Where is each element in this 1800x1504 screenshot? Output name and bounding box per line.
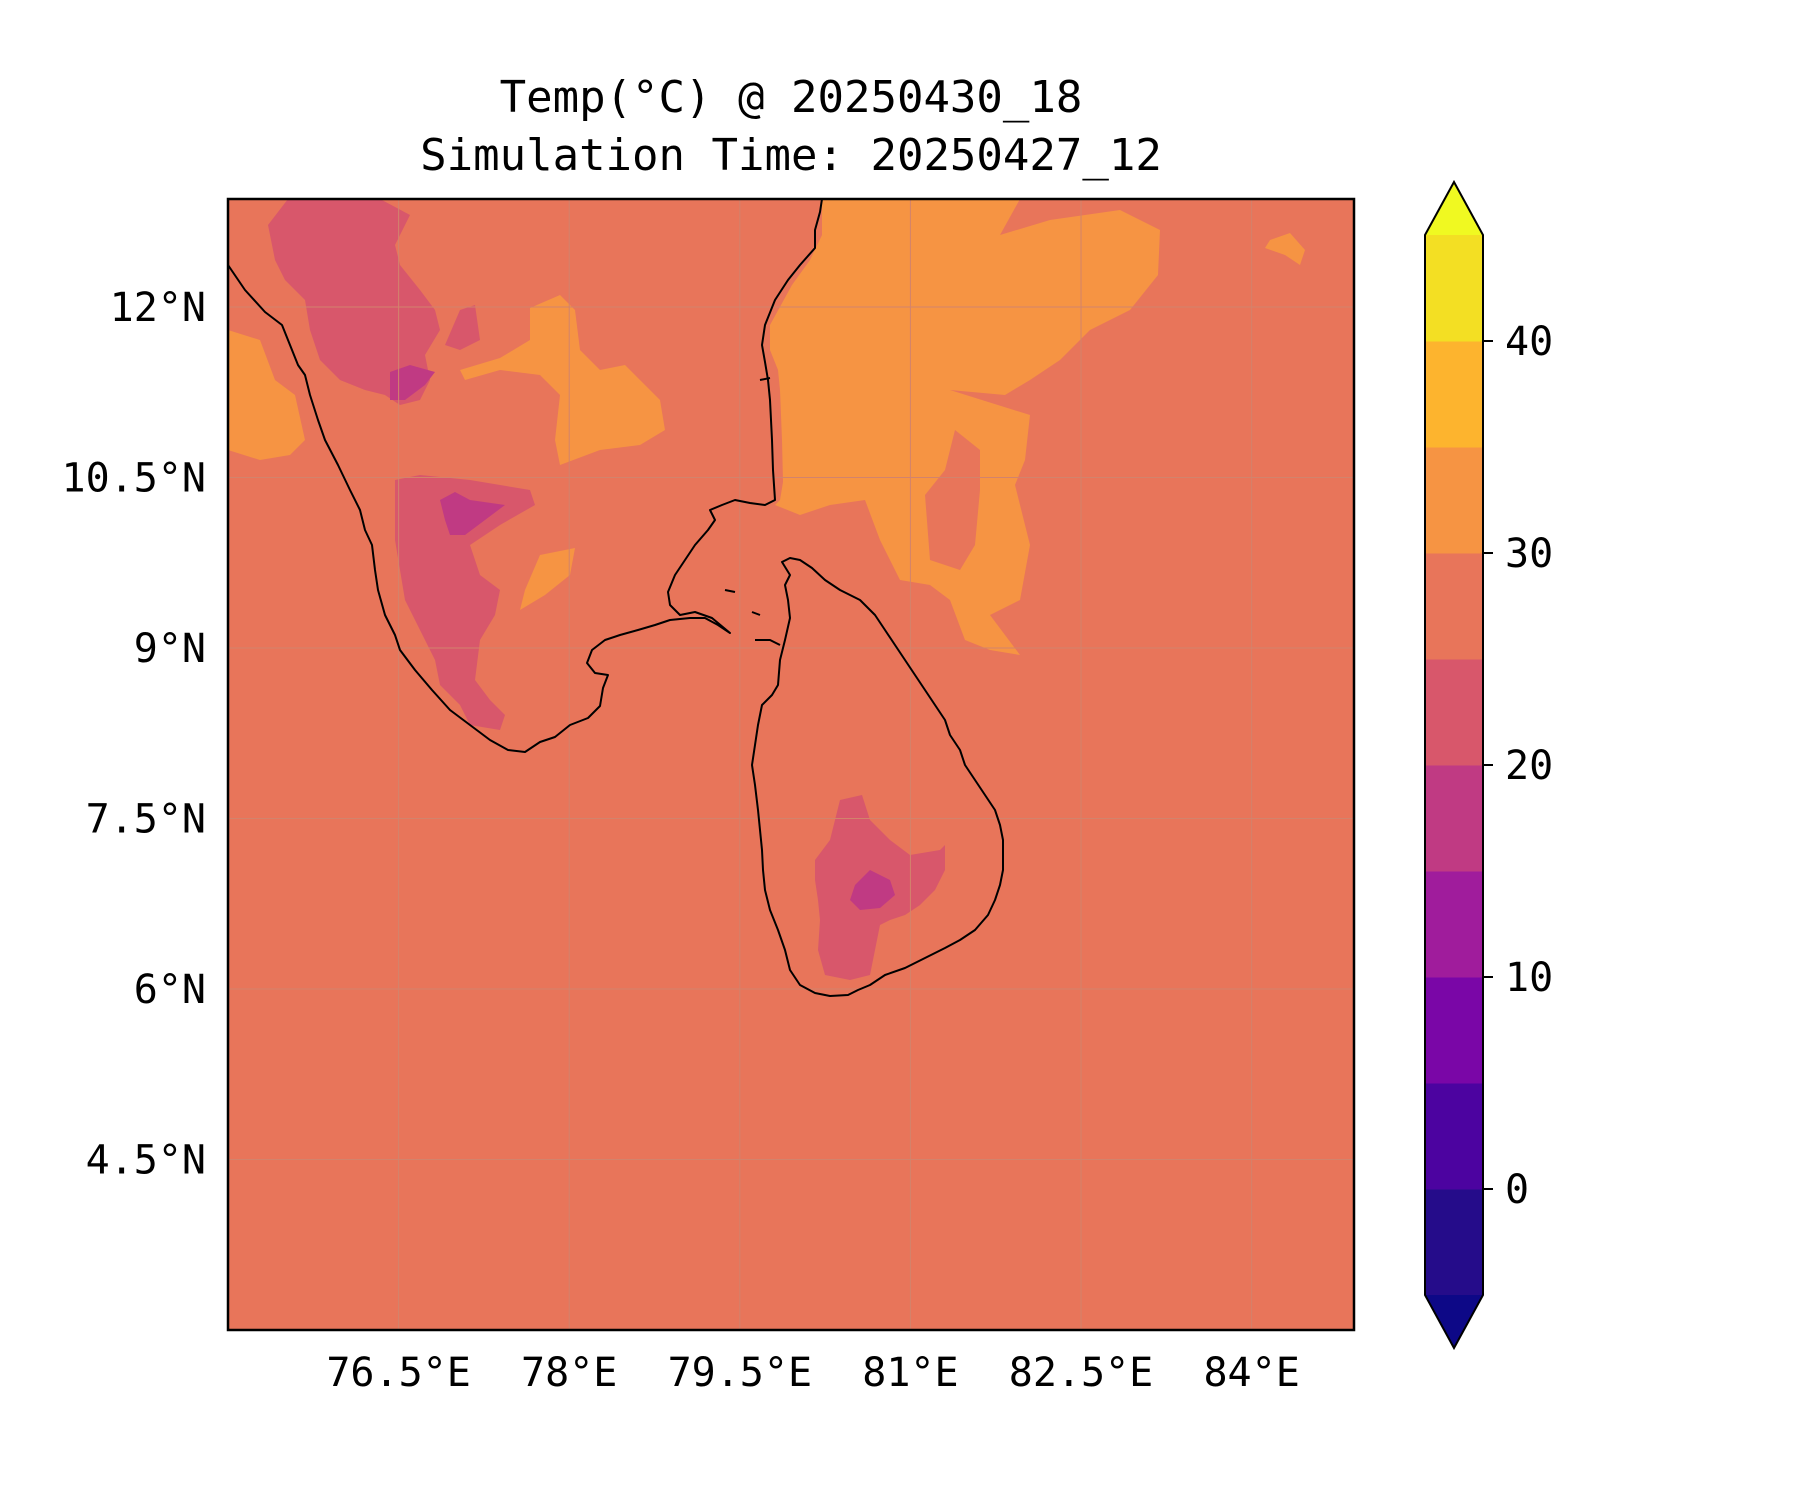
gridlines [228,199,1354,1330]
colorbar-segment [1425,977,1483,1084]
title-line-1: Temp(°C) @ 20250430_18 [500,72,1083,123]
y-tick-label: 12°N [110,285,206,331]
colorbar-tick-label: 40 [1505,319,1553,365]
colorbar-tick-label: 20 [1505,743,1553,789]
contour-region-30-35-south [520,548,575,610]
contour-region-20-25-western-ghats [395,475,535,730]
contour-region-15-20-lanka [850,870,895,910]
contour-region-15-20-ghats [440,492,505,535]
contour-region-15-20-nilgiri [390,365,435,400]
colorbar-under-arrow [1425,1295,1483,1348]
x-axis-ticks: 76.5°E 78°E 79.5°E 81°E 82.5°E 84°E [326,1350,1299,1396]
contour-fills [228,199,1305,980]
coastline-sri-lanka [751,557,1004,997]
contour-region-30-35-west [228,330,305,460]
colorbar-over-arrow [1425,182,1483,235]
x-tick-label: 84°E [1203,1350,1299,1396]
colorbar-outline [1424,179,1484,1351]
colorbar-tick-label: 30 [1505,531,1553,577]
coastlines [228,199,1004,997]
title-line-2: Simulation Time: 20250427_12 [420,130,1162,181]
contour-region-30-35-east [770,199,1160,655]
x-tick-label: 81°E [862,1350,958,1396]
colorbar-segment [1425,235,1483,342]
y-tick-label: 4.5°N [86,1137,206,1183]
colorbar: 0 10 20 30 40 [1424,179,1553,1351]
colorbar-segment [1425,871,1483,978]
map-panel [226,197,1356,1332]
colorbar-segment [1425,553,1483,660]
colorbar-segment [1425,765,1483,872]
colorbar-segment [1425,447,1483,554]
y-axis-ticks: 12°N 10.5°N 9°N 7.5°N 6°N 4.5°N [62,285,207,1184]
colorbar-segment [1425,341,1483,448]
x-tick-label: 76.5°E [326,1350,471,1396]
map-frame [226,197,1356,1332]
contour-region-20-25-nilgiri [268,199,440,405]
y-tick-label: 9°N [134,626,206,672]
colorbar-tick-label: 10 [1505,955,1553,1001]
contour-region-30-35-northeast [1265,233,1305,265]
y-tick-label: 6°N [134,967,206,1013]
x-tick-label: 82.5°E [1009,1350,1154,1396]
colorbar-segment [1425,1189,1483,1296]
x-tick-label: 78°E [521,1350,617,1396]
coastline-india [228,199,823,753]
colorbar-segment [1425,1083,1483,1190]
x-tick-label: 79.5°E [668,1350,813,1396]
contour-region-30-35-central [460,295,665,465]
y-tick-label: 7.5°N [86,796,206,842]
contour-region-30-35-east-hole [925,430,980,570]
y-tick-label: 10.5°N [62,455,207,501]
colorbar-tick-label: 0 [1505,1167,1529,1213]
contour-region-20-25-hills-small [445,305,480,350]
colorbar-segment [1425,659,1483,766]
coastline-islands [724,377,781,646]
